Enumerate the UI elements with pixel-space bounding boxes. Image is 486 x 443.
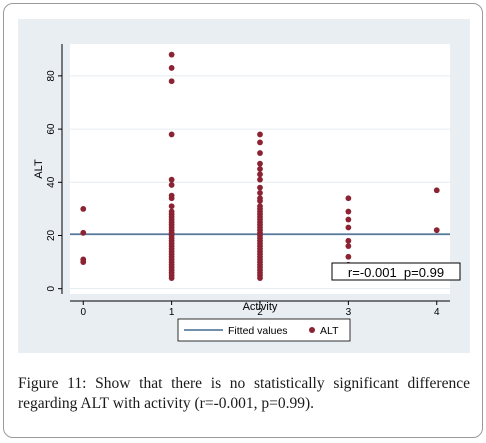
data-point-11 — [168, 195, 175, 202]
data-point-40 — [257, 139, 263, 146]
legend-item-fitted-values: Fitted values — [228, 325, 288, 337]
data-point-79 — [345, 208, 352, 215]
data-point-42 — [257, 160, 263, 167]
data-point-6 — [168, 78, 175, 85]
y-tick-label-60: 60 — [46, 123, 57, 135]
x-tick-label-2: 2 — [257, 307, 263, 318]
data-point-83 — [345, 243, 352, 250]
data-point-87 — [433, 187, 440, 194]
annotation-box: r=-0.001 p=0.99 — [331, 262, 461, 281]
x-tick-label-3: 3 — [346, 307, 352, 318]
data-point-43 — [257, 166, 263, 172]
x-tick-label-1: 1 — [169, 307, 175, 318]
axes: 0 20 40 60 80 0 1 2 3 4 — [46, 44, 450, 318]
data-point-80 — [345, 216, 352, 223]
data-point-5 — [168, 65, 175, 71]
data-point-41 — [257, 150, 263, 156]
figure-caption: Figure 11: Show that there is no statist… — [18, 374, 470, 414]
data-point-38 — [168, 275, 175, 281]
y-tick-label-20: 20 — [46, 229, 57, 241]
scatter-chart: 0 20 40 60 80 0 1 2 3 4 ALT Activity r=-0.001 p=0… — [33, 44, 461, 342]
data-point-44 — [257, 171, 263, 178]
data-point-49 — [257, 198, 263, 204]
x-tick-label-4: 4 — [434, 307, 440, 318]
data-points — [80, 51, 440, 281]
data-point-0 — [80, 205, 87, 212]
data-point-8 — [168, 176, 175, 183]
y-tick-label-0: 0 — [46, 285, 57, 291]
data-point-9 — [168, 182, 175, 188]
legend-item-alt: ALT — [320, 325, 339, 337]
y-tick-label-80: 80 — [46, 70, 57, 82]
data-point-3 — [80, 259, 87, 265]
caption-text: Show that there is no statistically sign… — [18, 375, 470, 412]
caption-label: Figure 11: — [18, 375, 87, 392]
x-axis-label: Activity — [243, 301, 278, 313]
legend: Fitted values ALT — [177, 318, 351, 342]
data-point-47 — [257, 190, 263, 196]
data-point-81 — [345, 224, 352, 231]
data-point-4 — [168, 51, 175, 58]
data-point-45 — [257, 176, 263, 183]
y-axis-label: ALT — [33, 159, 45, 179]
data-point-12 — [168, 203, 175, 210]
y-tick-label-40: 40 — [46, 176, 57, 188]
annotation-text: r=-0.001 p=0.99 — [348, 265, 444, 280]
x-tick-label-0: 0 — [80, 307, 86, 318]
data-point-77 — [257, 275, 263, 281]
figure-frame: 0 20 40 60 80 0 1 2 3 4 ALT Activity r=-0.001 p=0… — [3, 3, 483, 438]
data-point-7 — [168, 131, 175, 138]
data-point-82 — [345, 237, 352, 244]
data-point-1 — [80, 229, 87, 236]
chart-panel: 0 20 40 60 80 0 1 2 3 4 ALT Activity r=-0.001 p=0… — [18, 19, 470, 353]
data-point-78 — [345, 195, 352, 202]
data-point-39 — [257, 131, 263, 138]
data-point-88 — [433, 227, 440, 234]
data-point-84 — [345, 253, 352, 260]
legend-marker-icon — [309, 327, 315, 333]
data-point-46 — [257, 184, 263, 191]
